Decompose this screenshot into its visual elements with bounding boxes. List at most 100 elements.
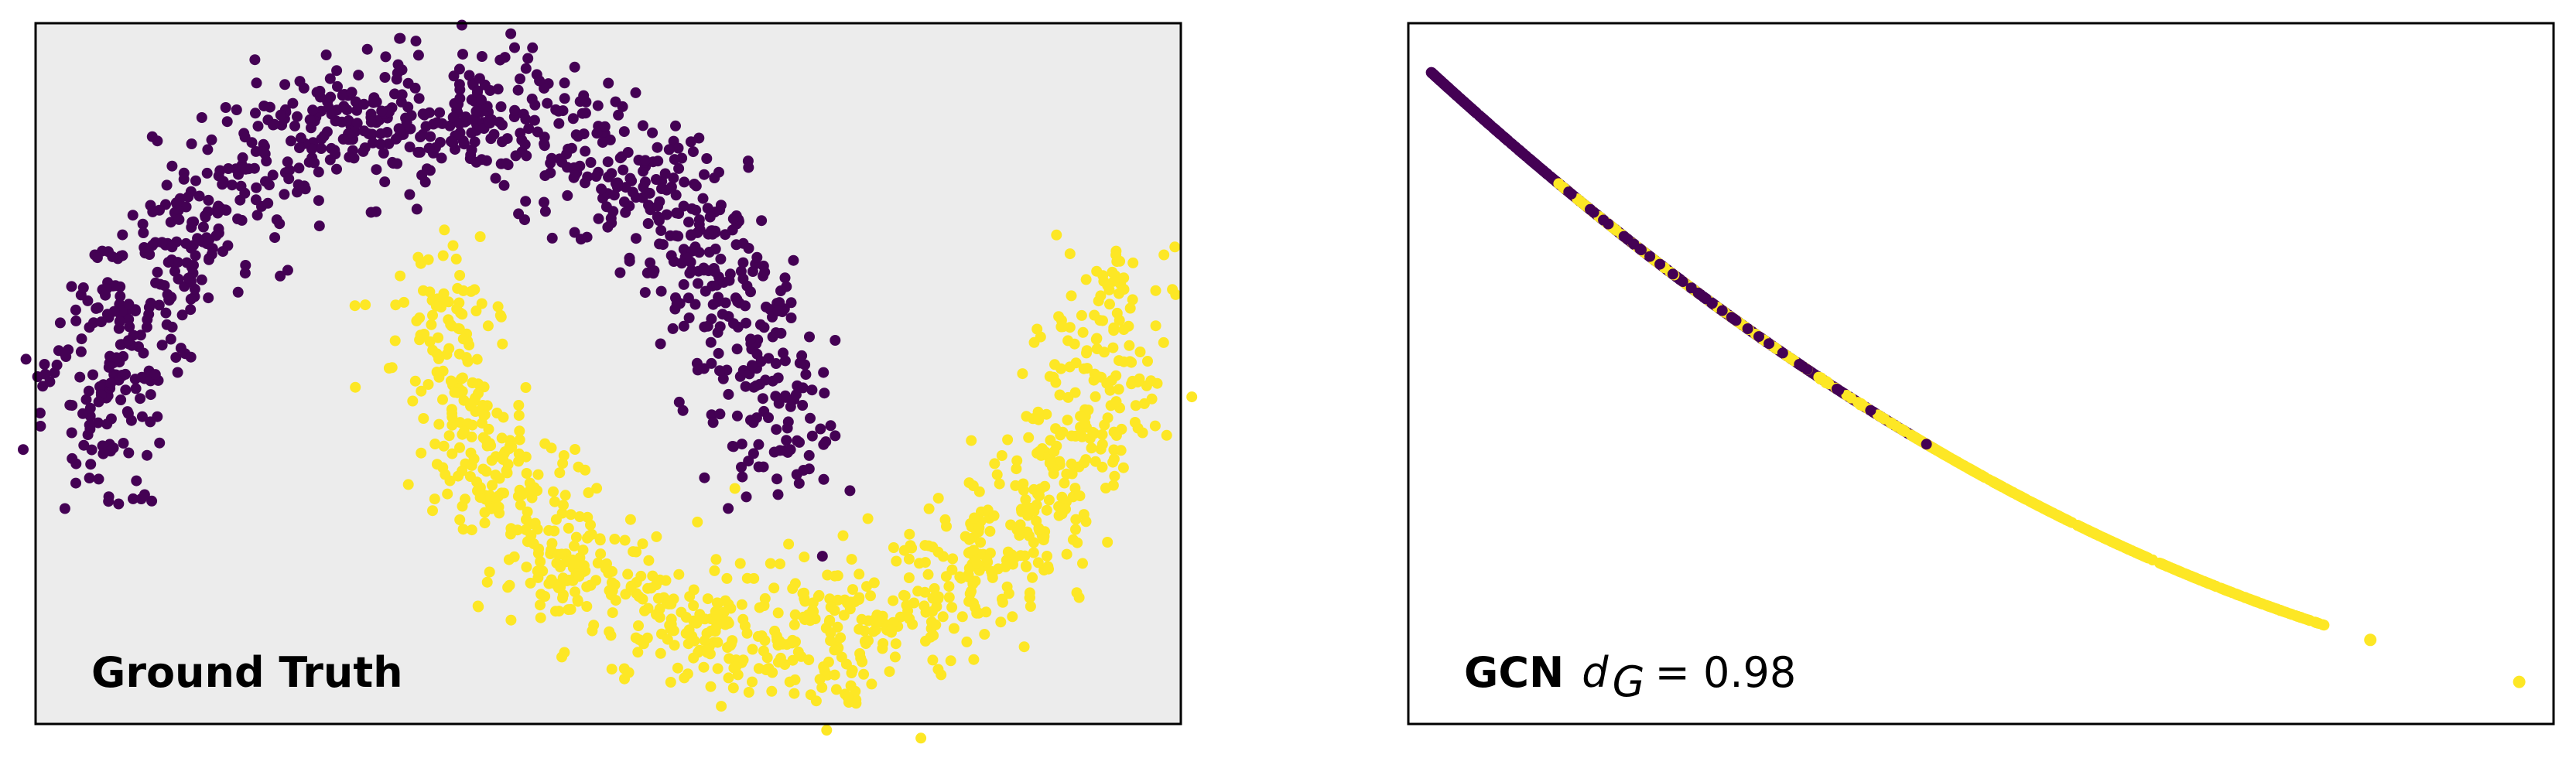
data-point-class-0	[93, 396, 104, 408]
data-point-class-0	[129, 374, 141, 385]
data-point-class-0	[51, 359, 63, 370]
data-point-class-0	[20, 353, 32, 365]
data-point-class-0	[292, 111, 303, 122]
data-point-class-1	[748, 572, 760, 584]
data-point-class-0	[173, 273, 184, 285]
data-point-class-1	[450, 253, 462, 265]
data-point-class-1	[655, 647, 666, 659]
data-point-class-0	[122, 408, 134, 419]
data-point-class-0	[563, 143, 574, 155]
data-point-class-0	[346, 87, 357, 98]
data-point-class-0	[690, 204, 702, 216]
data-point-class-0	[484, 118, 496, 129]
data-point-class-1	[979, 629, 990, 640]
data-point-class-1	[1032, 488, 1043, 500]
data-point-class-0	[476, 94, 487, 106]
data-point-class-1	[927, 654, 939, 666]
data-point-class-1	[532, 572, 544, 583]
data-point-class-0	[819, 388, 830, 399]
data-point-class-0	[1636, 244, 1647, 256]
data-point-class-1	[1033, 414, 1045, 425]
data-point-class-1	[1086, 442, 1097, 454]
data-point-class-1	[487, 480, 498, 491]
data-point-class-0	[509, 104, 521, 116]
data-point-class-1	[558, 450, 570, 461]
data-point-class-0	[806, 430, 818, 442]
data-point-class-1	[493, 501, 505, 513]
data-point-class-0	[293, 162, 305, 174]
data-point-class-0	[624, 252, 635, 264]
data-point-class-0	[747, 417, 759, 429]
data-point-class-1	[825, 627, 836, 639]
data-point-class-0	[103, 361, 115, 373]
data-point-class-0	[123, 299, 135, 310]
data-point-class-0	[287, 97, 299, 109]
data-point-class-0	[638, 166, 649, 177]
data-point-class-1	[446, 411, 458, 423]
data-point-class-1	[443, 296, 454, 308]
data-point-class-0	[392, 158, 403, 169]
data-point-class-1	[768, 582, 780, 594]
data-point-class-0	[603, 77, 614, 89]
data-point-class-0	[552, 105, 564, 117]
data-point-class-0	[523, 123, 535, 135]
data-point-class-0	[545, 157, 556, 169]
data-point-class-1	[1077, 326, 1089, 338]
data-point-class-1	[1002, 546, 1014, 558]
data-point-class-1	[521, 562, 532, 573]
data-point-class-1	[449, 387, 460, 398]
data-point-class-1	[2000, 483, 2011, 494]
data-point-class-0	[618, 126, 630, 138]
data-point-class-1	[1041, 408, 1052, 420]
data-point-class-1	[457, 333, 469, 345]
data-point-class-1	[1079, 418, 1091, 429]
data-point-class-1	[1158, 249, 1170, 261]
data-point-class-1	[854, 592, 865, 603]
data-point-class-1	[492, 301, 504, 312]
data-point-class-0	[117, 229, 128, 241]
data-point-class-0	[559, 77, 570, 89]
data-point-class-0	[670, 120, 681, 131]
data-point-class-0	[592, 100, 604, 111]
data-point-class-1	[460, 493, 470, 505]
data-point-class-1	[829, 605, 840, 616]
data-point-class-0	[790, 389, 802, 401]
data-point-class-1	[443, 430, 455, 442]
data-point-class-0	[217, 179, 228, 190]
data-point-class-0	[454, 93, 466, 104]
data-point-class-0	[578, 90, 590, 101]
data-point-class-0	[1764, 338, 1775, 350]
data-point-class-0	[115, 394, 127, 405]
data-point-class-0	[250, 108, 261, 119]
data-point-class-1	[1049, 446, 1060, 457]
data-point-class-1	[628, 546, 639, 558]
data-point-class-1	[427, 505, 438, 517]
data-point-class-1	[482, 320, 494, 332]
data-point-class-1	[581, 601, 593, 612]
data-point-class-0	[289, 120, 300, 131]
data-point-class-0	[534, 75, 546, 87]
data-point-class-1	[1118, 284, 1130, 295]
data-point-class-0	[704, 211, 716, 223]
data-point-class-1	[1034, 525, 1045, 537]
data-point-class-1	[927, 541, 939, 553]
data-point-class-0	[136, 411, 148, 422]
data-point-class-1	[1093, 295, 1104, 307]
data-point-class-0	[687, 146, 699, 158]
data-point-class-0	[697, 193, 709, 204]
data-point-class-0	[240, 260, 251, 271]
data-point-class-1	[912, 586, 924, 597]
data-point-class-0	[630, 192, 641, 203]
data-point-class-1	[438, 288, 450, 299]
data-point-class-0	[671, 207, 682, 219]
data-point-class-0	[1695, 289, 1706, 300]
data-point-class-0	[737, 471, 748, 483]
data-point-class-0	[282, 265, 293, 276]
data-point-class-1	[838, 609, 850, 621]
data-point-class-1	[1100, 483, 1111, 493]
data-point-class-1	[445, 375, 457, 387]
data-point-class-0	[520, 63, 532, 74]
data-point-class-1	[698, 661, 710, 673]
panel-ground-truth: Ground Truth	[18, 19, 1198, 744]
data-point-class-0	[639, 287, 651, 299]
